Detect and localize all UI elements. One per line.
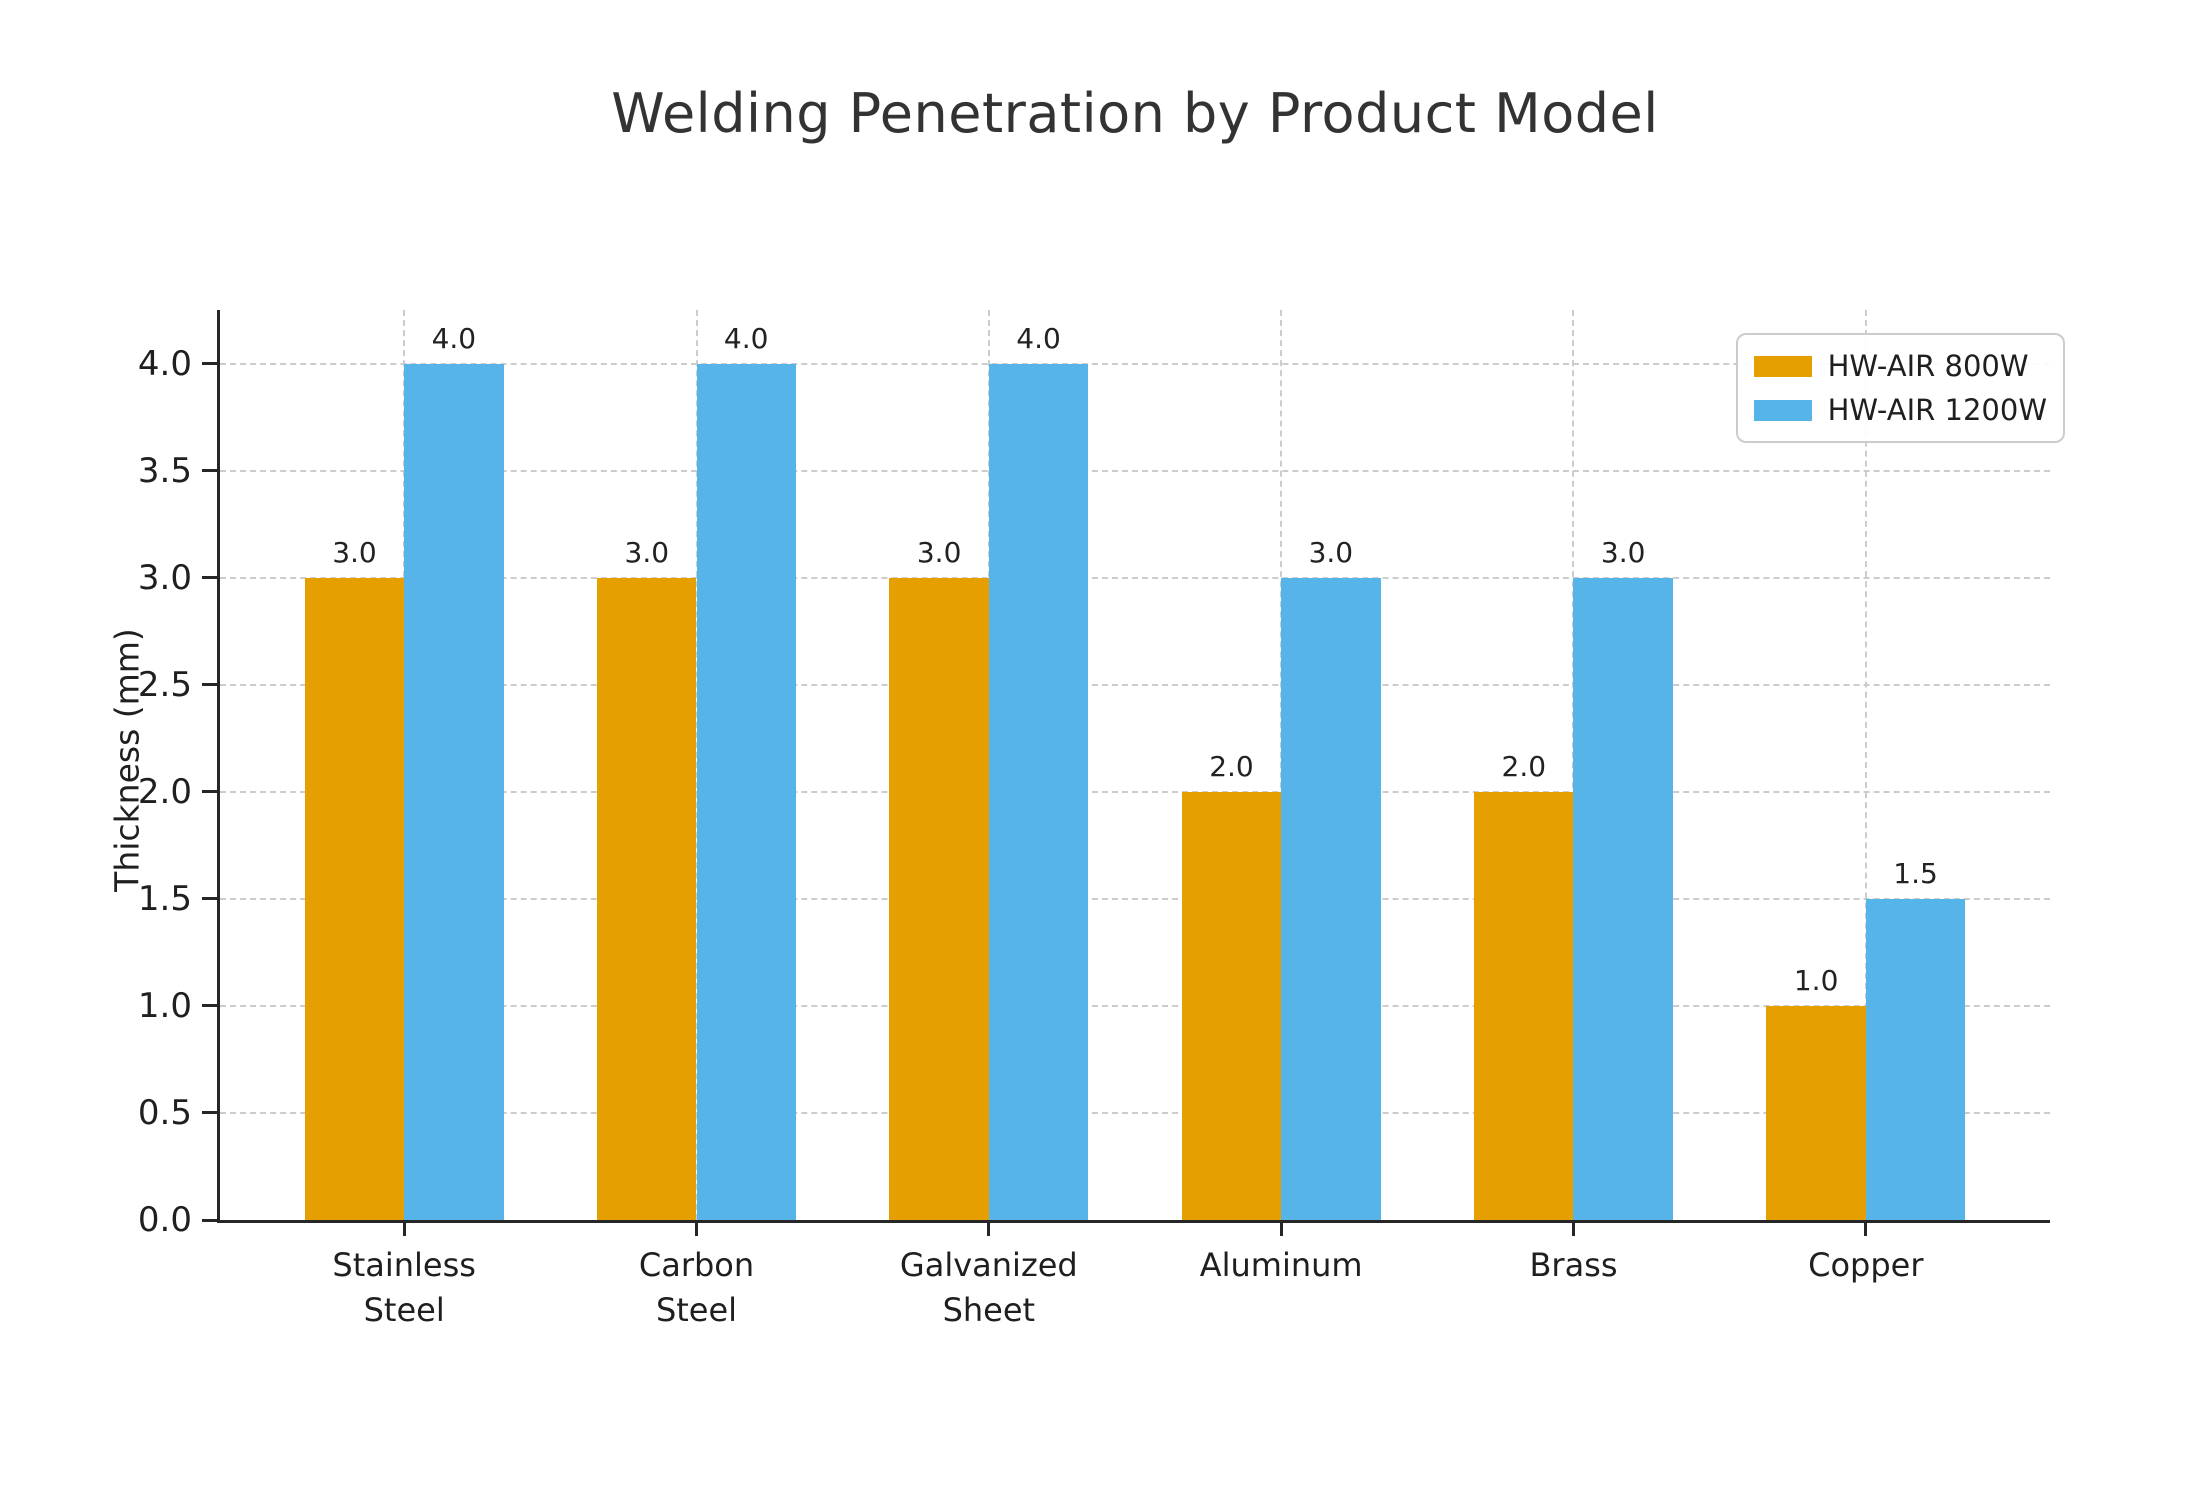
y-tick-label: 3.0 (137, 557, 192, 598)
x-tick-label-line: Steel (363, 1291, 445, 1329)
bar-value-label: 3.0 (624, 535, 670, 569)
legend-item: HW-AIR 1200W (1753, 391, 2047, 429)
h-gridline (220, 576, 2050, 579)
bar-series2 (1865, 898, 1966, 1220)
y-tick-mark (202, 1004, 217, 1008)
legend: HW-AIR 800W HW-AIR 1200W (1735, 333, 2065, 443)
bar-series2 (404, 363, 504, 1220)
x-tick-label: Aluminum (1101, 1243, 1461, 1288)
h-gridline (220, 897, 2050, 900)
x-tick-mark (1864, 1221, 1868, 1236)
bar-series1 (304, 577, 405, 1220)
bar-value-label: 2.0 (1209, 749, 1254, 783)
bar-value-label: 4.0 (1016, 321, 1061, 355)
h-gridline (220, 362, 2050, 365)
y-tick-label: 1.5 (137, 878, 192, 919)
bar-series1 (597, 577, 697, 1220)
x-tick-mark (402, 1221, 406, 1236)
x-tick-label: Carbon Steel (517, 1243, 877, 1333)
x-axis-spine (217, 1220, 2050, 1223)
x-tick-label-line: Aluminum (1199, 1246, 1363, 1284)
bar-value-label: 3.0 (1600, 535, 1646, 569)
y-tick-label: 2.0 (137, 771, 192, 812)
y-tick-label: 2.5 (137, 664, 192, 705)
bar-series1 (1181, 791, 1282, 1220)
y-tick-mark (202, 683, 217, 687)
x-tick-label: Galvanized Sheet (809, 1243, 1169, 1333)
bar-value-label: 1.5 (1893, 856, 1938, 890)
bar-series2 (988, 363, 1089, 1220)
legend-item: HW-AIR 800W (1753, 347, 2047, 385)
legend-label: HW-AIR 800W (1827, 349, 2029, 383)
h-gridline (220, 1111, 2050, 1114)
y-tick-label: 0.5 (137, 1092, 192, 1133)
x-tick-label-line: Carbon (638, 1246, 755, 1284)
bar-value-label: 3.0 (916, 535, 962, 569)
bar-value-label: 1.0 (1793, 963, 1839, 997)
x-tick-mark (1279, 1221, 1283, 1236)
chart-title: Welding Penetration by Product Model (611, 82, 1659, 145)
bar-value-label: 4.0 (431, 321, 477, 355)
y-tick-label: 3.5 (137, 450, 192, 491)
legend-swatch-series2 (1753, 399, 1812, 421)
x-tick-mark (695, 1221, 698, 1236)
plot-area: 0.0 0.5 1.0 1.5 2.0 2.5 3.0 3.5 4.0 Stainless Stee… (138, 310, 2050, 1329)
y-tick-mark (202, 790, 217, 794)
x-tick-label-line: Steel (655, 1291, 738, 1329)
x-tick-label: Stainless Steel (224, 1243, 584, 1333)
y-tick-mark (202, 1218, 217, 1222)
bar-series2 (1281, 577, 1381, 1220)
bar-value-label: 3.0 (1308, 535, 1354, 569)
x-tick-label-line: Sheet (942, 1291, 1036, 1329)
x-tick-label: Brass (1393, 1243, 1753, 1288)
y-tick-mark (202, 469, 217, 473)
bar-value-label: 4.0 (723, 321, 769, 355)
legend-swatch-series1 (1753, 355, 1812, 377)
bar-value-label: 2.0 (1501, 749, 1547, 783)
x-tick-label-line: Copper (1808, 1246, 1924, 1284)
x-tick-label: Copper (1686, 1243, 2046, 1288)
h-gridline (220, 683, 2050, 686)
v-gridline (1864, 310, 1867, 1220)
h-gridline (220, 469, 2050, 472)
y-tick-label: 4.0 (137, 343, 192, 384)
x-tick-mark (987, 1221, 991, 1236)
y-tick-mark (202, 897, 217, 901)
y-tick-mark (202, 1111, 217, 1115)
x-tick-label-line: Brass (1529, 1246, 1618, 1284)
bar-series2 (1573, 577, 1673, 1220)
bar-series1 (889, 577, 989, 1220)
x-tick-label-line: Galvanized (899, 1246, 1078, 1284)
h-gridline (220, 790, 2050, 793)
x-tick-mark (1571, 1221, 1575, 1236)
x-tick-label-line: Stainless (332, 1246, 476, 1284)
y-tick-mark (202, 362, 217, 366)
bar-series1 (1474, 791, 1574, 1220)
bar-series2 (696, 363, 796, 1220)
y-tick-label: 0.0 (137, 1200, 192, 1240)
y-tick-label: 1.0 (137, 985, 192, 1026)
legend-label: HW-AIR 1200W (1827, 393, 2047, 427)
bar-value-label: 3.0 (332, 535, 377, 569)
y-axis-spine (217, 310, 220, 1223)
h-gridline (220, 1004, 2050, 1007)
bar-series1 (1766, 1005, 1866, 1220)
y-tick-mark (202, 576, 217, 580)
